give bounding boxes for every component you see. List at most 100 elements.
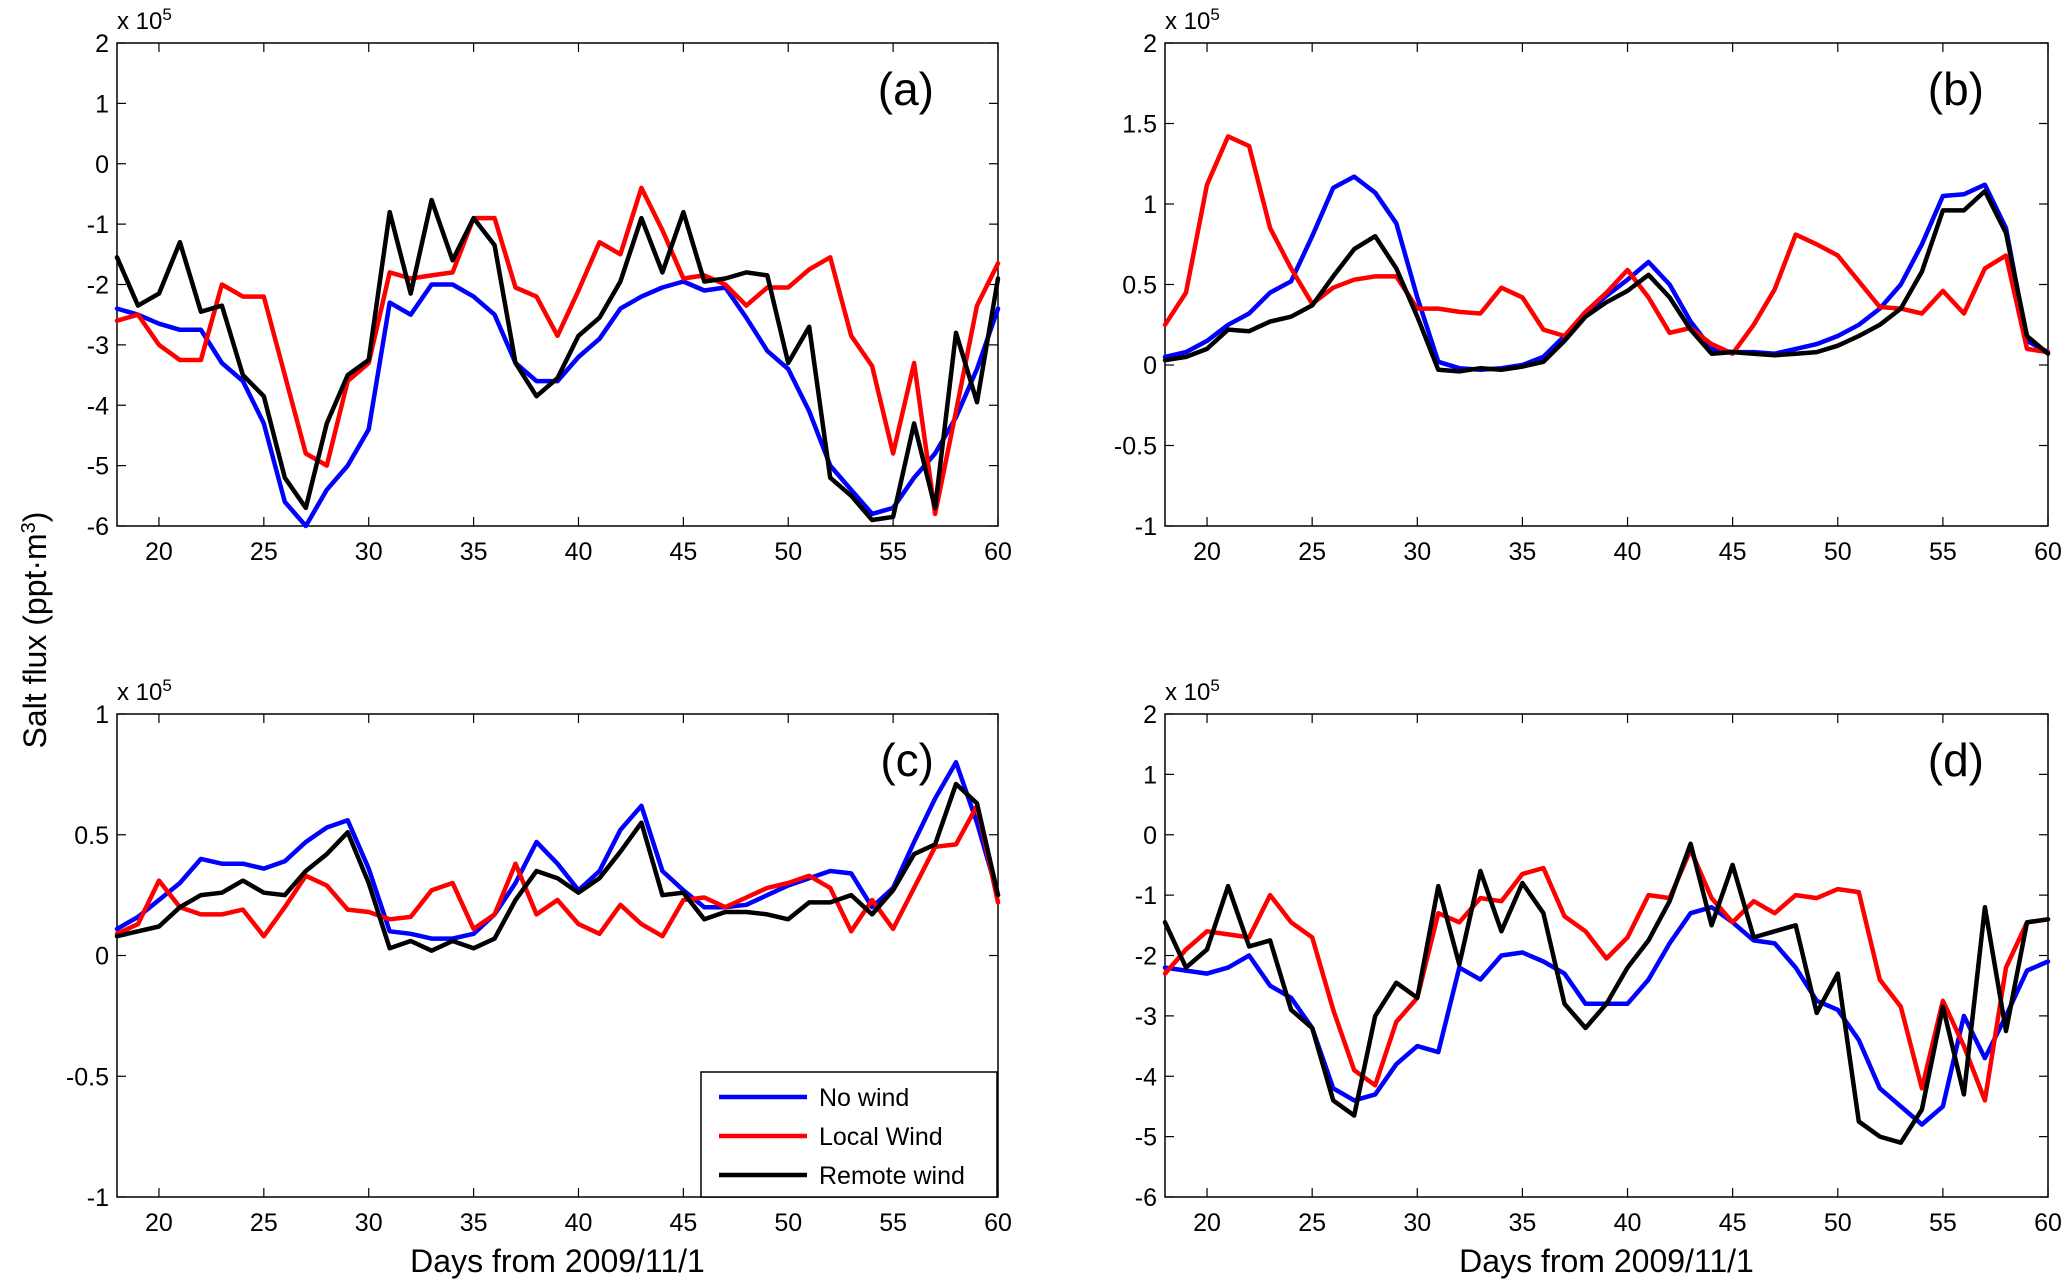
x-tick-label: 25 [250,1209,278,1237]
y-tick-label: -0.5 [1114,433,1157,461]
y-tick-label: 0 [95,151,109,179]
series-line-remote-wind [1162,841,2051,1145]
legend: No wind Local Wind Remote wind [700,1071,998,1198]
y-tick-label: -5 [87,453,109,481]
y-tick-label: -1 [87,1184,109,1212]
y-tick-label: 1.5 [1122,111,1157,139]
multiplier-base: x 10 [1165,679,1210,706]
plot-area-a [116,42,999,527]
y-tick-label: 0 [1143,822,1157,850]
multiplier-exponent: 5 [162,676,171,695]
series-line-remote-wind [1162,188,2051,374]
y-tick-label: 1 [95,90,109,118]
y-tick-label: -3 [1135,1003,1157,1031]
multiplier-exponent: 5 [162,5,171,24]
panel-label-d: (d) [1928,734,1984,786]
x-tick-label: 40 [1614,1209,1642,1237]
y-tick-label: 2 [95,30,109,58]
y-tick-label: 2 [1143,30,1157,58]
multiplier-label: x 105 [1165,5,1220,36]
panel-b: 20 25 30 35 40 45 50 55 60 -1 -0.5 0 0.5 1 1.5 2 x 105 (b… [1114,5,2062,567]
x-tick-label: 30 [1403,1209,1431,1237]
y-tick-label: -4 [87,392,109,420]
multiplier-base: x 10 [117,8,162,35]
x-tick-label: 60 [2034,538,2062,566]
multiplier-exponent: 5 [1210,676,1219,695]
y-tick-label: -6 [87,513,109,541]
y-tick-label: -0.5 [66,1063,109,1091]
series-line-local-wind [114,803,1001,939]
x-tick-label: 45 [1719,538,1747,566]
x-tick-label: 55 [879,538,907,566]
y-axis-label-main: Salt flux (ppt·m [17,533,53,748]
x-tick-label: 35 [460,538,488,566]
multiplier-label: x 105 [117,5,172,36]
x-axis-label: Days from 2009/11/1 [410,1243,705,1279]
legend-label: Local Wind [819,1123,943,1151]
multiplier-base: x 10 [1165,8,1210,35]
y-tick-label: 2 [1143,701,1157,729]
x-tick-label: 60 [984,538,1012,566]
x-tick-label: 50 [774,1209,802,1237]
y-axis-label-end: ) [17,512,53,523]
x-tick-label: 25 [250,538,278,566]
x-tick-label: 20 [1193,1209,1221,1237]
panel-label-c: (c) [880,734,934,786]
y-tick-label: -2 [87,272,109,300]
x-tick-label: 55 [1929,538,1957,566]
panel-label-b: (b) [1928,63,1984,115]
x-tick-label: 30 [355,538,383,566]
series-line-no-wind [114,279,1001,529]
y-tick-label: -6 [1135,1184,1157,1212]
x-tick-label: 45 [669,1209,697,1237]
x-tick-label: 20 [1193,538,1221,566]
y-tick-label: -3 [87,332,109,360]
x-tick-label: 50 [1824,1209,1852,1237]
x-tick-label: 60 [2034,1209,2062,1237]
y-axis-label: Salt flux (ppt·m3) [17,512,53,749]
x-tick-label: 35 [1508,538,1536,566]
y-tick-label: 1 [95,701,109,729]
series-line-remote-wind [114,197,1001,523]
series-line-local-wind [114,185,1001,517]
series-line-no-wind [114,760,1001,941]
series-line-local-wind [1162,847,2051,1103]
series-line-remote-wind [114,781,1001,953]
x-tick-label: 35 [460,1209,488,1237]
y-tick-label: 0.5 [1122,272,1157,300]
y-tick-label: 0 [1143,352,1157,380]
y-tick-label: -1 [1135,882,1157,910]
y-tick-label: 0 [95,943,109,971]
y-tick-label: -4 [1135,1063,1157,1091]
x-tick-label: 35 [1508,1209,1536,1237]
x-tick-label: 50 [1824,538,1852,566]
x-tick-label: 45 [669,538,697,566]
x-tick-label: 60 [984,1209,1012,1237]
x-tick-label: 55 [1929,1209,1957,1237]
legend-label: Remote wind [819,1162,965,1190]
x-tick-label: 55 [879,1209,907,1237]
y-tick-label: -1 [87,211,109,239]
x-tick-label: 40 [565,538,593,566]
x-tick-label: 50 [774,538,802,566]
y-axis-label-sup: 3 [18,522,40,533]
y-tick-label: 1 [1143,191,1157,219]
x-tick-label: 40 [565,1209,593,1237]
x-tick-label: 40 [1614,538,1642,566]
x-tick-label: 20 [145,1209,173,1237]
x-tick-label: 30 [1403,538,1431,566]
panel-a: 20 25 30 35 40 45 50 55 60 -6 -5 -4 -3 -2 -1 0 1 2 x 105 (a… [87,5,1012,567]
x-tick-label: 45 [1719,1209,1747,1237]
multiplier-label: x 105 [1165,676,1220,707]
series-line-no-wind [1162,174,2051,373]
multiplier-label: x 105 [117,676,172,707]
x-axis-label: Days from 2009/11/1 [1459,1243,1754,1279]
panel-d: 20 25 30 35 40 45 50 55 60 -6 -5 -4 -3 -2 -1 0 1 2 x 105 (d… [1135,676,2062,1280]
y-tick-label: -1 [1135,513,1157,541]
multiplier-exponent: 5 [1210,5,1219,24]
x-tick-label: 25 [1298,538,1326,566]
y-tick-label: -5 [1135,1124,1157,1152]
x-tick-label: 25 [1298,1209,1326,1237]
